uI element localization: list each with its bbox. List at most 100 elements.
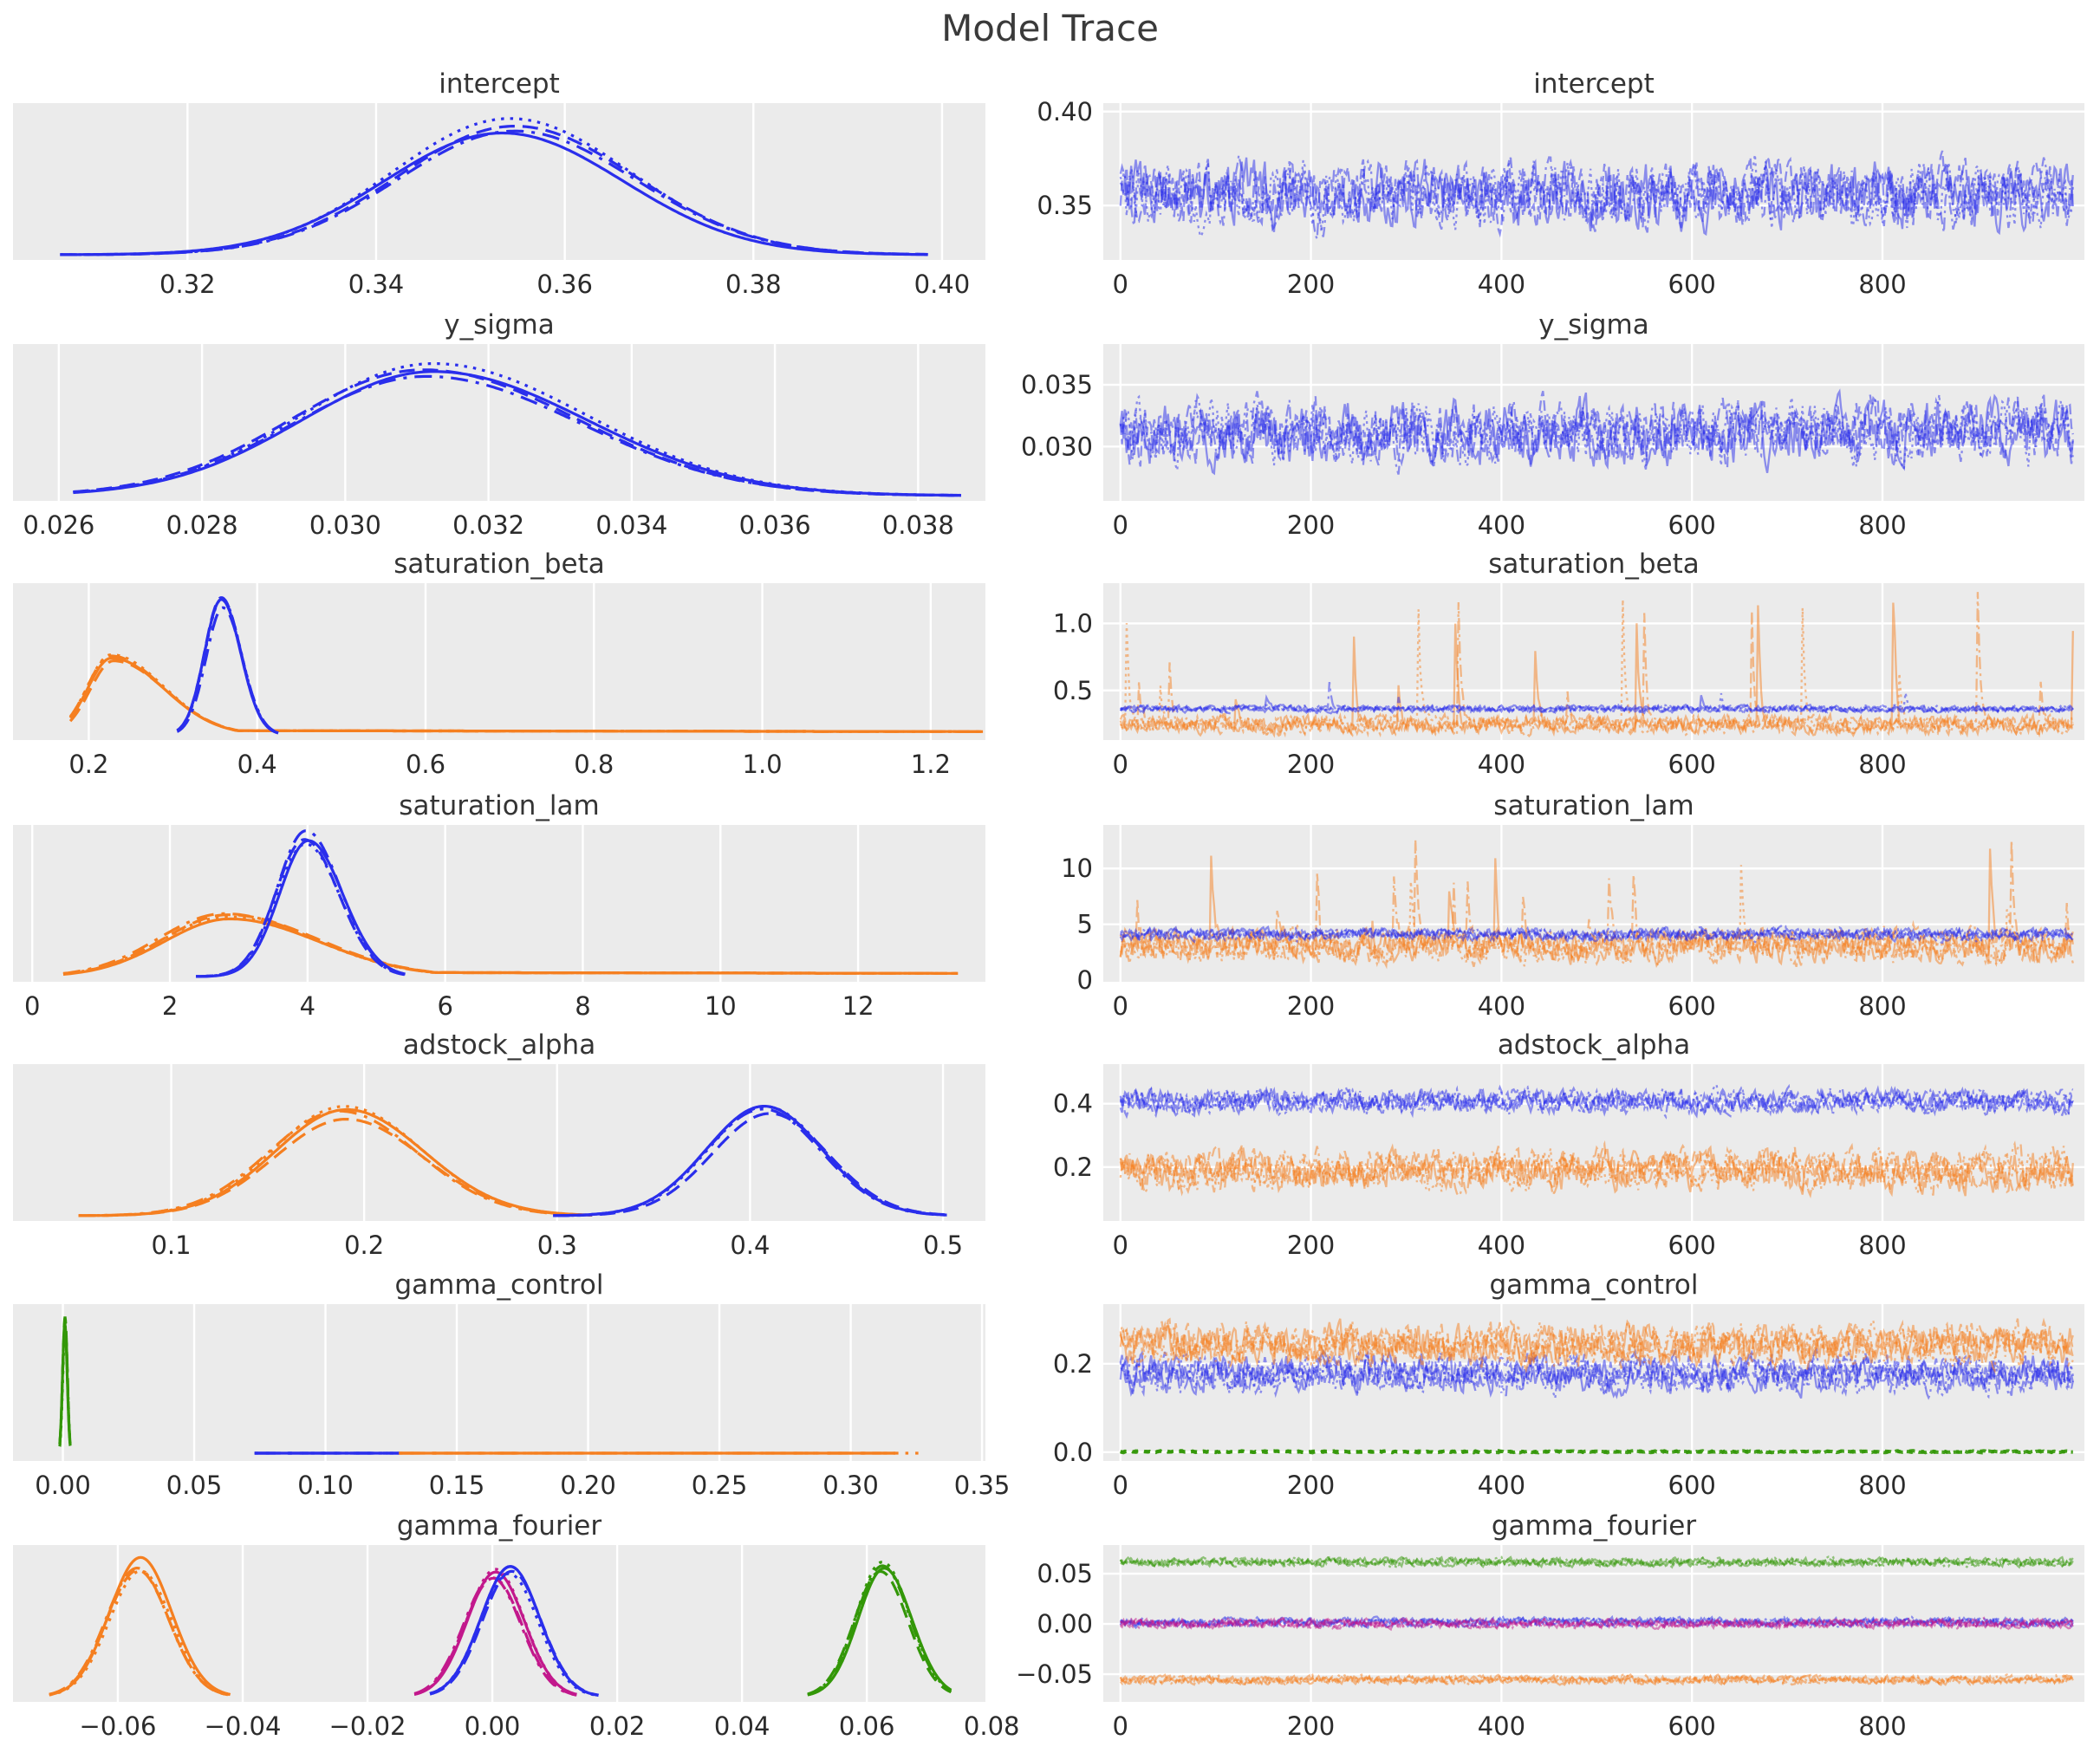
trace-line-orange [1119,599,2074,738]
x-tick-label: −0.06 [80,1711,157,1741]
trace-panel-saturation_lam: 0 200 400 600 800 0 5 10 saturation_lam [1061,790,2084,1021]
x-tick-label: 0.4 [730,1230,770,1260]
kde-curve-blue [429,1565,599,1697]
x-tick-label: 600 [1668,1471,1716,1500]
x-tick-label: 0 [1113,1230,1128,1260]
x-tick-label: 0.38 [725,269,782,299]
y-tick-label: 0 [1077,965,1093,995]
param-title-trace: gamma_fourier [1492,1510,1697,1542]
trace-line-blue [1120,925,2074,944]
param-title-kde: saturation_beta [393,549,604,580]
x-tick-label: 0.02 [589,1711,646,1741]
trace-line-blue [1120,681,2073,715]
x-tick-label: 8 [575,991,590,1021]
x-tick-label: 600 [1668,510,1716,540]
kde-panel-gamma_fourier: −0.06 −0.04 −0.02 0.00 0.02 0.04 0.06 0.08 gamma… [13,1510,1019,1741]
x-tick-label: 600 [1668,991,1716,1021]
x-tick-label: −0.04 [205,1711,282,1741]
x-tick-label: 0.032 [452,510,524,540]
x-tick-label: 0.04 [714,1711,770,1741]
kde-curve-orange [62,917,959,976]
x-tick-label: 2 [162,991,178,1021]
x-tick-label: 0.05 [166,1471,223,1500]
figure-title: Model Trace [941,7,1159,49]
trace-line-blue [1119,393,2074,472]
x-tick-label: 200 [1287,510,1335,540]
trace-panel-intercept: 0 200 400 600 800 0.35 0.40 intercept [1037,68,2084,299]
x-tick-label: 0.030 [309,510,381,540]
x-tick-label: 200 [1287,269,1335,299]
x-tick-label: 400 [1478,1711,1525,1741]
trace-line-magenta [1119,1617,2073,1632]
kde-curve-blue [196,839,406,978]
x-tick-label: 200 [1287,1471,1335,1500]
kde-curve-green [807,1561,952,1696]
trace-line-orange [1120,602,2074,738]
kde-curve-orange [78,1107,592,1217]
trace-line-orange [1119,839,2074,968]
x-tick-label: 0.2 [68,750,108,779]
x-tick-label: 1.0 [743,750,783,779]
x-tick-label: 600 [1668,750,1716,779]
kde-curve-orange [49,1555,231,1697]
trace-line-orange [1120,1672,2074,1686]
trace-line-blue [1119,703,2074,715]
y-tick-label: 10 [1061,854,1093,883]
param-title-kde: intercept [439,68,560,100]
x-tick-label: 0.36 [536,269,593,299]
param-title-kde: y_sigma [444,309,554,341]
kde-curve-blue [73,370,961,497]
trace-line-orange [1119,592,2074,738]
trace-line-green [1119,1555,2074,1569]
trace-panel-gamma_control: 0 200 400 600 800 0.0 0.2 gamma_control [1053,1269,2084,1500]
trace-line-blue [1119,391,2074,471]
param-title-trace: saturation_lam [1493,790,1694,821]
x-tick-label: 0 [1113,1471,1128,1500]
x-tick-label: 0.35 [954,1471,1011,1500]
y-tick-label: 5 [1077,910,1093,939]
x-tick-label: 200 [1287,991,1335,1021]
kde-curve-blue [553,1107,947,1217]
kde-curve-magenta [413,1568,577,1696]
x-tick-label: 0.30 [822,1471,879,1500]
x-tick-label: 800 [1858,750,1906,779]
x-tick-label: 0.40 [914,269,971,299]
y-tick-label: 0.00 [1037,1609,1093,1639]
trace-line-magenta [1119,1616,2074,1631]
x-tick-label: 0.036 [739,510,811,540]
kde-curve-green [807,1567,952,1697]
x-tick-label: 200 [1287,1711,1335,1741]
trace-line-orange [1119,1143,2074,1194]
x-tick-label: 1.2 [911,750,951,779]
x-tick-label: 200 [1287,1230,1335,1260]
y-tick-label: 0.4 [1053,1089,1093,1119]
x-tick-label: 0.8 [574,750,614,779]
trace-line-green [1120,1448,2073,1455]
param-title-trace: y_sigma [1538,309,1648,341]
y-tick-label: −0.05 [1016,1659,1093,1689]
param-title-kde: adstock_alpha [403,1029,595,1061]
kde-curve-blue [60,131,928,256]
param-title-kde: gamma_fourier [397,1510,602,1542]
x-tick-label: 800 [1858,1471,1906,1500]
kde-panel-y_sigma: 0.026 0.028 0.030 0.032 0.034 0.036 0.038 y_sig… [13,309,985,540]
x-tick-label: 800 [1858,1711,1906,1741]
trace-line-blue [1119,1347,2074,1400]
param-title-trace: saturation_beta [1488,549,1699,580]
y-tick-label: 0.35 [1037,191,1093,220]
x-tick-label: 6 [437,991,452,1021]
kde-curve-blue [195,838,406,978]
trace-line-blue [1119,391,2074,475]
kde-curve-blue [176,598,279,735]
kde-curve-green [58,1323,72,1447]
y-tick-label: 0.2 [1053,1152,1093,1182]
trace-line-orange [1119,1317,2074,1368]
kde-panel-saturation_lam: 0 2 4 6 8 10 12 saturation_lam [13,790,985,1021]
x-tick-label: 0 [1113,991,1128,1021]
x-tick-label: −0.02 [329,1711,406,1741]
trace-line-orange [1119,1317,2074,1374]
x-tick-label: 0.1 [151,1230,191,1260]
x-tick-label: 0.028 [166,510,238,540]
y-tick-label: 1.0 [1053,608,1093,638]
param-title-kde: saturation_lam [399,790,599,821]
